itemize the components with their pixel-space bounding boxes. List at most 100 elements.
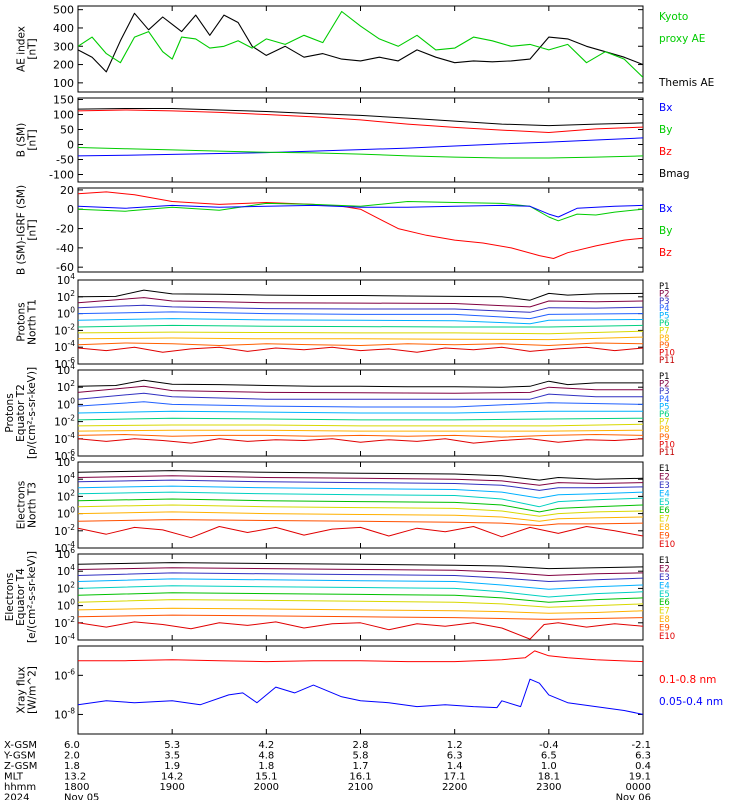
series-kyoto-proxy-ae [78, 10, 643, 78]
series-e8 [78, 511, 643, 522]
series-0-1-0-8-nm [78, 650, 643, 663]
footer-value: 1800 [64, 782, 89, 793]
series-p10 [78, 438, 643, 444]
legend-e2: E2 [659, 564, 670, 574]
series-group [78, 191, 643, 259]
y-tick-label: 150 [53, 94, 74, 107]
footer-value: 6.3 [635, 751, 651, 762]
footer-value: 2200 [442, 782, 467, 793]
series-e10 [78, 621, 643, 640]
panel-ae: 100 200 300 400 500 AE index [nT] Kyoto proxy AE… [16, 4, 714, 93]
footer-row-label: X-GSM [4, 740, 37, 751]
y-tick-label: 100 [57, 306, 75, 321]
footer-value: 4.2 [258, 740, 274, 751]
legend-p9: P9 [659, 341, 670, 351]
series-e4 [78, 485, 643, 499]
footer-value: 15.1 [255, 772, 277, 783]
series-e7 [78, 599, 643, 608]
series-e2 [78, 475, 643, 486]
panel-xray: 10-8 10-6 Xray flux [W/m^2] 0.1-0.8 nm 0.05-0… [16, 645, 723, 735]
series-bx [78, 204, 643, 218]
legend-e7: E7 [659, 515, 670, 525]
y-tick-label: -100 [49, 169, 74, 182]
footer-value: 6.5 [541, 751, 557, 762]
y-tick-label: 102 [57, 379, 75, 394]
legend-bz: Bz [659, 146, 672, 158]
series-p4 [78, 401, 643, 408]
y-tick-label: 100 [57, 506, 75, 521]
y-tick-label: -20 [56, 223, 74, 236]
legend-p10: P10 [659, 440, 675, 450]
series-p6 [78, 324, 643, 328]
series-p10 [78, 346, 643, 353]
footer-value: 1.0 [541, 761, 557, 772]
legend-bx: Bx [659, 203, 672, 215]
footer-value: 2000 [254, 782, 279, 793]
legend-e5: E5 [659, 498, 670, 508]
legend-e6: E6 [659, 506, 670, 516]
legend-p7: P7 [659, 326, 670, 336]
footer-value: 0000 [626, 782, 651, 793]
y-axis-label: Protons [4, 393, 16, 432]
series-p5 [78, 410, 643, 414]
legend-kyoto: Kyoto [659, 11, 688, 23]
footer-value: 14.2 [161, 772, 183, 783]
y-tick-label: 102 [57, 580, 75, 595]
legend-e10: E10 [659, 632, 675, 642]
series-themis-ae [78, 12, 643, 73]
legend-p6: P6 [659, 410, 670, 420]
y-tick-label: 0 [67, 139, 74, 152]
series-by [78, 147, 643, 159]
y-tick-label: -60 [56, 261, 74, 274]
y-tick-label: 10-4 [54, 431, 75, 446]
series-e6 [78, 498, 643, 513]
y-axis-label: Equator T4 [15, 568, 27, 626]
series-e4 [78, 578, 643, 590]
series-e6 [78, 592, 643, 603]
legend-e3: E3 [659, 481, 670, 491]
series-group [78, 108, 643, 159]
legend-p3: P3 [659, 387, 670, 397]
y-tick-label: 300 [53, 40, 74, 53]
legend-themis-ae: Themis AE [658, 77, 714, 89]
footer-value: 6.3 [447, 751, 463, 762]
legend-p4: P4 [659, 395, 670, 405]
footer-value: 18.1 [538, 772, 560, 783]
y-axis-label: North T1 [27, 299, 39, 345]
series-p8 [78, 429, 643, 432]
footer-value: 1.9 [164, 761, 180, 772]
panel-pe: 10-6 10-4 10-2 100 102 104 Protons Equator T2 [p… [4, 362, 675, 463]
y-tick-label: 100 [53, 109, 74, 122]
y-axis-label: [nT] [27, 129, 39, 150]
legend-p10: P10 [659, 349, 675, 359]
y-tick-label: 100 [57, 396, 75, 411]
footer-row-label: hhmm [4, 782, 36, 793]
legend-p3: P3 [659, 297, 670, 307]
y-tick-label: 106 [57, 546, 75, 561]
y-axis-label: AE index [16, 26, 28, 72]
legend-e3: E3 [659, 573, 670, 583]
y-tick-label: 10-8 [54, 706, 75, 721]
y-tick-label: 20 [60, 184, 74, 197]
y-tick-label: -40 [56, 242, 74, 255]
y-tick-label: 104 [57, 563, 75, 578]
legend-p8: P8 [659, 334, 670, 344]
y-tick-label: 10-6 [54, 667, 75, 682]
series-p3 [78, 304, 643, 313]
legend-0-05-0-4-nm: 0.05-0.4 nm [659, 696, 723, 708]
series-group [78, 289, 643, 353]
footer-value: 3.5 [164, 751, 180, 762]
series-e3 [78, 479, 643, 491]
y-axis-label: [p/(cm²-s-sr-keV)] [26, 367, 38, 459]
legend-p7: P7 [659, 418, 670, 428]
series-e2 [78, 567, 643, 576]
legend-0-1-0-8-nm: 0.1-0.8 nm [659, 674, 716, 686]
y-tick-label: 10-4 [54, 540, 75, 555]
panel-ee: 10-4 10-2 100 102 104 106 Electrons Equator T4[… [4, 546, 675, 647]
footer-value: 6.0 [64, 740, 80, 751]
footer-value: 1.8 [64, 761, 80, 772]
series-e7 [78, 504, 643, 517]
footer-value: 1900 [159, 782, 184, 793]
y-tick-label: 10-2 [54, 615, 75, 630]
